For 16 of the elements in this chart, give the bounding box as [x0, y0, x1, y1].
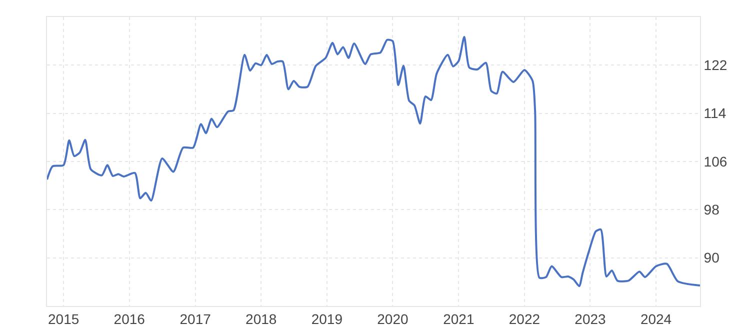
line-series [47, 36, 700, 288]
y-tick-label: 122 [704, 57, 728, 74]
x-tick-label: 2017 [180, 310, 212, 327]
y-tick-label: 114 [704, 105, 726, 122]
y-tick-label: 90 [704, 250, 720, 266]
x-tick-label: 2015 [48, 310, 80, 327]
x-tick-label: 2019 [311, 310, 343, 327]
x-tick-label: 2021 [443, 310, 474, 327]
x-tick-label: 2022 [508, 310, 540, 327]
x-tick-label: 2024 [640, 310, 672, 327]
y-tick-label: 98 [704, 202, 720, 218]
x-tick-label: 2020 [377, 310, 408, 327]
x-tick-label: 2018 [246, 310, 277, 327]
y-tick-label: 106 [704, 153, 728, 170]
x-tick-label: 2016 [114, 310, 146, 327]
x-tick-label: 2023 [574, 310, 606, 327]
